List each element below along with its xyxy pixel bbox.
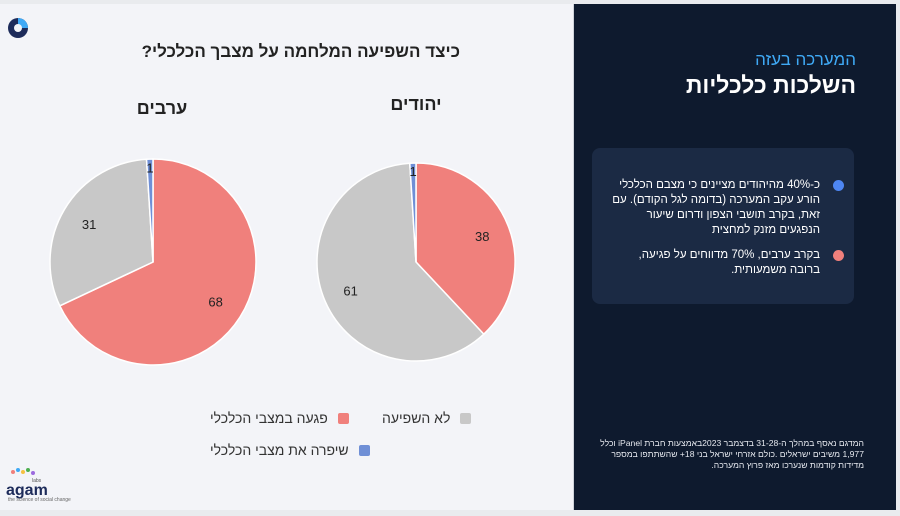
data-label-arabs-improved: 1 [146, 160, 153, 175]
pie-charts: 38 61 1 68 31 1 [49, 158, 516, 366]
legend-swatch-no-effect [460, 412, 472, 424]
data-label-jews-no-effect: 61 [343, 283, 357, 298]
agam-logo-icon [11, 468, 35, 475]
legend-label-no-effect: לא השפיעה [382, 410, 451, 426]
legend-item-no-effect: לא השפיעה [382, 410, 472, 426]
legend-item-improved: שיפרה את מצבי הכלכלי [210, 442, 370, 458]
data-label-jews-improved: 1 [410, 164, 417, 179]
pie-slice-arabs-improved [145, 158, 154, 263]
finding-arabs-text: בקרב ערבים, 70% מדווחים על פגיעה, ברובה … [638, 249, 820, 276]
pie-slice-jews-harmed [415, 162, 516, 336]
pie-slice-jews-no-effect [316, 162, 485, 362]
data-label-jews-harmed: 38 [475, 229, 489, 244]
data-label-arabs-harmed: 68 [208, 295, 222, 310]
chart-slide: כיצד השפיעה המלחמה על מצבך הכלכלי? יהודי… [0, 4, 574, 510]
chart-title: כיצד השפיעה המלחמה על מצבך הכלכלי? [141, 42, 460, 61]
blue-dot-icon [833, 180, 844, 191]
agam-logo-text: agam [6, 482, 48, 499]
finding-arabs: בקרב ערבים, 70% מדווחים על פגיעה, ברובה … [608, 248, 844, 278]
findings-panel: כ-40% מהיהודים מציינים כי מצבם הכלכלי הו… [592, 148, 854, 304]
red-dot-icon [833, 250, 844, 261]
finding-jews: כ-40% מהיהודים מציינים כי מצבם הכלכלי הו… [608, 178, 844, 238]
legend-label-harmed: פגעה במצבי הכלכלי [210, 410, 328, 426]
legend-swatch-harmed [337, 412, 349, 424]
legend-label-improved: שיפרה את מצבי הכלכלי [210, 442, 349, 458]
agam-logo-tagline: the science of social change [8, 497, 71, 503]
legend-item-harmed: פגעה במצבי הכלכלי [210, 410, 349, 426]
pie-slice-arabs-harmed [58, 158, 257, 366]
section-subtitle: המערכה בעזה [755, 50, 856, 69]
legend-swatch-improved [358, 444, 370, 456]
finding-jews-text: כ-40% מהיהודים מציינים כי מצבם הכלכלי הו… [612, 179, 820, 236]
data-label-arabs-no-effect: 31 [82, 217, 96, 232]
series-label-jews: יהודים [390, 94, 442, 114]
section-title: השלכות כלכליות [685, 72, 856, 98]
agam-logo-sub: labs [32, 478, 42, 484]
pie-slice-jews-improved [408, 162, 417, 263]
series-label-arabs: ערבים [136, 98, 188, 118]
pie-logo-icon [8, 18, 28, 38]
methodology-footnote: המדגם נאסף במהלך ה-31-28 בדצמבר 2023באמצ… [600, 438, 864, 470]
pie-slice-arabs-no-effect [49, 158, 154, 307]
